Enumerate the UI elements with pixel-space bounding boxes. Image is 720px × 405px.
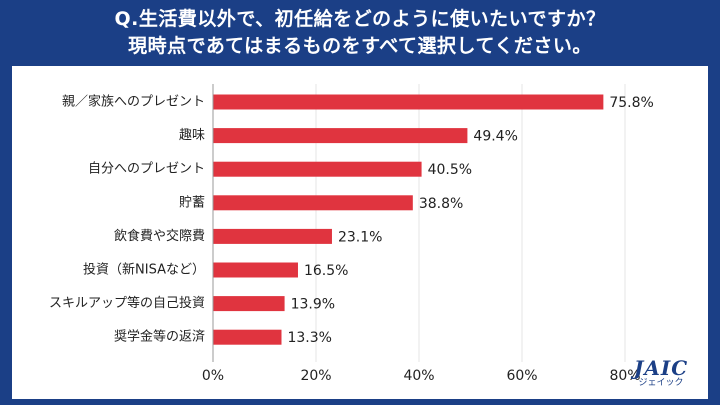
bar bbox=[213, 296, 285, 312]
logo-subtext: ジェイック bbox=[638, 378, 684, 388]
x-tick-label: 80% bbox=[609, 368, 640, 384]
x-tick-label: 40% bbox=[403, 368, 434, 384]
value-label: 13.9% bbox=[291, 297, 335, 313]
chart-panel: 親／家族へのプレゼント 75.8% 趣味 49.4% 自分へのプレゼント 40.5% 貯蓄 3… bbox=[12, 66, 708, 399]
category-label: 投資（新NISAなど） bbox=[83, 262, 205, 278]
logo-text: JAIC bbox=[633, 356, 689, 380]
bar bbox=[213, 228, 332, 244]
category-label: 飲食費や交際費 bbox=[114, 228, 205, 244]
x-tick-label: 20% bbox=[300, 368, 331, 384]
bar-chart: 親／家族へのプレゼント 75.8% 趣味 49.4% 自分へのプレゼント 40.5% 貯蓄 3… bbox=[49, 84, 654, 384]
value-label: 38.8% bbox=[419, 196, 463, 212]
bar bbox=[213, 262, 298, 278]
title-line-1: Q.生活費以外で、初任給をどのように使いたいですか？ bbox=[114, 8, 606, 30]
category-label: 親／家族へのプレゼント bbox=[62, 94, 205, 110]
title-line-2: 現時点であてはまるものをすべて選択してください。 bbox=[128, 35, 592, 57]
value-label: 13.3% bbox=[287, 330, 331, 346]
bar bbox=[213, 94, 604, 110]
x-tick-label: 0% bbox=[202, 368, 224, 384]
value-label: 49.4% bbox=[473, 129, 517, 145]
bar bbox=[213, 161, 422, 177]
value-label: 40.5% bbox=[428, 162, 472, 178]
x-tick-label: 60% bbox=[506, 368, 537, 384]
category-label: 奨学金等の返済 bbox=[114, 329, 205, 345]
category-label: スキルアップ等の自己投資 bbox=[49, 295, 205, 311]
value-label: 16.5% bbox=[304, 263, 348, 279]
bar bbox=[213, 195, 413, 211]
category-label: 趣味 bbox=[179, 128, 205, 143]
value-label: 75.8% bbox=[609, 95, 653, 111]
category-label: 貯蓄 bbox=[179, 195, 205, 210]
category-label: 自分へのプレゼント bbox=[88, 162, 205, 177]
jaic-logo: JAIC ジェイック bbox=[624, 358, 698, 389]
chart-title: Q.生活費以外で、初任給をどのように使いたいですか？ 現時点であてはまるものをす… bbox=[0, 6, 720, 60]
bar bbox=[213, 329, 282, 345]
value-label: 23.1% bbox=[338, 229, 382, 245]
bar bbox=[213, 128, 468, 144]
